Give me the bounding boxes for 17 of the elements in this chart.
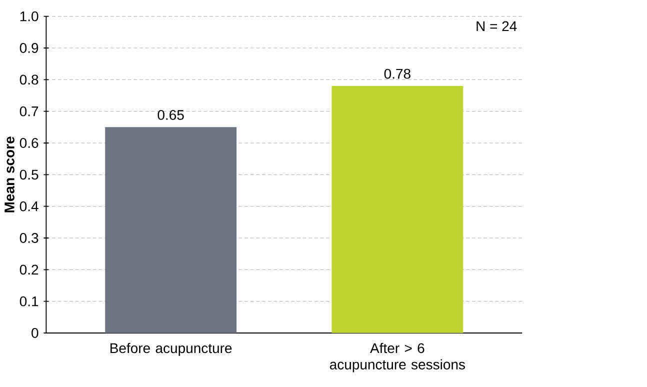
y-tick-label: 0.7: [20, 106, 38, 116]
y-tick-label: 0.4: [20, 202, 38, 212]
y-tick-label: 0.3: [20, 233, 38, 244]
x-tick-label: Before acupuncture: [110, 343, 232, 356]
y-tick-label: 0.2: [20, 264, 38, 275]
y-tick-label: 0.8: [20, 74, 38, 85]
y-axis-title: Mean score: [4, 136, 14, 212]
y-tick-label: 0: [32, 328, 38, 338]
data-label: 0.78: [384, 69, 410, 79]
data-label: 0.65: [158, 110, 184, 120]
y-tick-label: 0.1: [20, 296, 38, 306]
y-tick-label: 1.0: [20, 12, 38, 22]
y-tick-label: 0.5: [20, 170, 38, 180]
y-tick-label: 0.9: [20, 43, 38, 54]
x-tick-label: After > 6 acupuncture sessions: [330, 343, 465, 372]
y-tick-label: 0.6: [20, 138, 38, 148]
annotation: N = 24: [476, 21, 517, 32]
